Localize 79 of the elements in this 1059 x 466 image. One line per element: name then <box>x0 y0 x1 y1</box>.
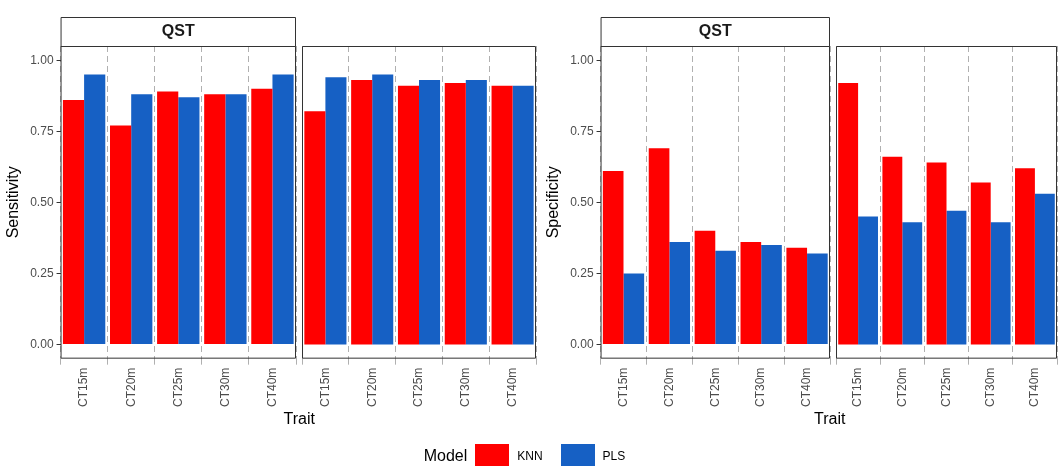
bar <box>1015 168 1035 345</box>
bar <box>990 222 1011 345</box>
bar <box>325 77 347 345</box>
bar <box>946 210 967 345</box>
bar <box>1034 193 1055 345</box>
bar <box>648 148 670 344</box>
y-tick-label: 0.00 <box>570 336 594 351</box>
bar <box>882 156 903 345</box>
y-tick-label: 1.00 <box>570 52 594 67</box>
y-tick-label: 0.75 <box>30 123 54 138</box>
bar <box>351 80 373 345</box>
x-tick-label: CT15m <box>850 367 865 407</box>
y-tick-label: 0.50 <box>570 194 594 209</box>
x-tick-label: CT20m <box>123 367 138 407</box>
x-tick-label: CT20m <box>364 367 379 407</box>
x-tick-label: CT25m <box>411 367 426 407</box>
y-axis-title: Specificity <box>544 166 562 239</box>
bar <box>225 94 247 344</box>
x-tick-label: CT20m <box>894 367 909 407</box>
x-tick-label: CT30m <box>753 367 768 407</box>
x-tick-label: CT40m <box>799 367 814 407</box>
bar <box>761 244 782 344</box>
bar <box>204 94 226 344</box>
bar <box>970 182 991 345</box>
legend-label: KNN <box>517 449 543 463</box>
bar <box>926 162 947 345</box>
bar <box>623 273 645 344</box>
bar <box>512 85 534 345</box>
bar <box>740 242 762 344</box>
bar <box>251 88 273 344</box>
x-tick-label: CT30m <box>458 367 473 407</box>
bar <box>178 97 200 344</box>
x-tick-label: CT25m <box>707 367 722 407</box>
bar <box>272 74 294 344</box>
bar <box>84 74 106 344</box>
x-tick-label: CT40m <box>264 367 279 407</box>
y-tick-label: 0.50 <box>30 194 54 209</box>
x-tick-label: CT20m <box>661 367 676 407</box>
bar <box>694 230 716 344</box>
bar <box>397 85 419 345</box>
bar <box>304 111 326 345</box>
y-tick-label: 0.00 <box>30 336 54 351</box>
x-axis-title: Trait <box>282 410 316 428</box>
x-tick-label: CT30m <box>983 367 998 407</box>
x-axis-title: Trait <box>813 410 847 428</box>
bar <box>715 250 736 344</box>
x-tick-label: CT40m <box>1027 367 1042 407</box>
bar <box>419 80 441 345</box>
x-tick-label: CT15m <box>317 367 332 407</box>
y-tick-label: 0.75 <box>570 123 594 138</box>
bar <box>602 171 624 344</box>
bar <box>491 85 513 345</box>
x-tick-label: CT25m <box>170 367 185 407</box>
bar <box>786 247 808 344</box>
bar <box>62 100 85 344</box>
x-tick-label: CT15m <box>76 367 91 407</box>
x-tick-label: CT30m <box>217 367 232 407</box>
y-tick-label: 1.00 <box>30 52 54 67</box>
y-tick-label: 0.25 <box>570 265 594 280</box>
bar <box>372 74 394 345</box>
chart-title: QST <box>698 22 732 40</box>
bar <box>669 242 691 344</box>
bar <box>110 125 132 344</box>
chart-title: QST <box>161 22 195 40</box>
x-tick-label: CT15m <box>615 367 630 407</box>
bar <box>838 82 859 345</box>
bar <box>902 222 923 345</box>
bar <box>131 94 153 344</box>
legend-label: PLS <box>602 449 626 463</box>
bar <box>807 253 828 344</box>
y-tick-label: 0.25 <box>30 265 54 280</box>
y-axis-title: Sensitivity <box>4 166 22 239</box>
legend-title: Model <box>423 447 468 465</box>
x-tick-label: CT25m <box>938 367 953 407</box>
bar <box>157 91 179 344</box>
bar <box>444 82 466 345</box>
bar <box>465 80 487 345</box>
x-tick-label: CT40m <box>504 367 519 407</box>
bar <box>858 216 878 345</box>
